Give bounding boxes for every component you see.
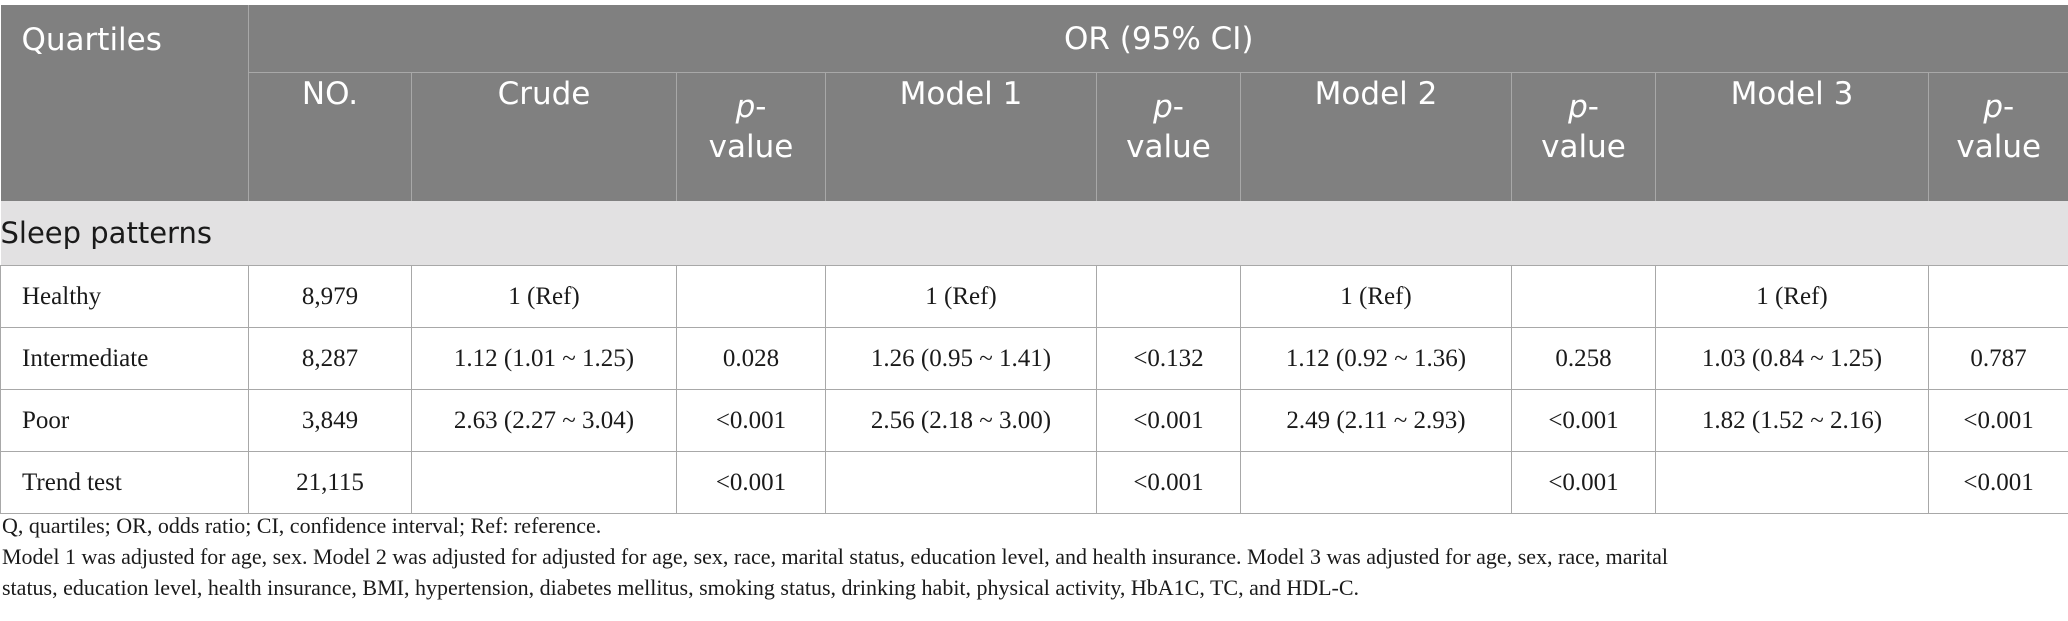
table-footnotes: Q, quartiles; OR, odds ratio; CI, confid…: [2, 510, 2062, 603]
cell-no: 21,115: [248, 451, 412, 514]
footnote-models-line-1: Model 1 was adjusted for age, sex. Model…: [2, 544, 1668, 569]
table-row: Trend test 21,115 <0.001 <0.001 <0.001 <…: [0, 451, 2068, 514]
results-table: Quartiles OR (95% CI) NO. Crude p-value …: [0, 5, 2068, 514]
cell-crude: 1.12 (1.01 ~ 1.25): [411, 327, 677, 390]
header-p-value-crude: p-value: [676, 72, 826, 201]
table-row: Poor 3,849 2.63 (2.27 ~ 3.04) <0.001 2.5…: [0, 389, 2068, 452]
cell-model-1: 1 (Ref): [825, 265, 1097, 328]
cell-p-model-3: <0.001: [1928, 451, 2068, 514]
footnote-abbreviations: Q, quartiles; OR, odds ratio; CI, confid…: [2, 513, 602, 538]
cell-p-crude: 0.028: [676, 327, 826, 390]
cell-p-model-1: [1096, 265, 1241, 328]
header-p-value-model-3: p-value: [1928, 72, 2068, 201]
header-row-group: Quartiles OR (95% CI): [0, 5, 2068, 201]
cell-crude: [411, 451, 677, 514]
cell-p-model-2: <0.001: [1511, 451, 1656, 514]
header-p-value-model-2: p-value: [1511, 72, 1656, 201]
header-or-ci: OR (95% CI): [248, 5, 2068, 73]
cell-p-model-2: [1511, 265, 1656, 328]
row-label: Trend test: [0, 451, 249, 514]
cell-no: 8,287: [248, 327, 412, 390]
cell-model-2: 1 (Ref): [1240, 265, 1512, 328]
cell-model-2: [1240, 451, 1512, 514]
cell-crude: 1 (Ref): [411, 265, 677, 328]
header-no: NO.: [248, 72, 412, 201]
cell-model-1: 1.26 (0.95 ~ 1.41): [825, 327, 1097, 390]
cell-crude: 2.63 (2.27 ~ 3.04): [411, 389, 677, 452]
row-label: Poor: [0, 389, 249, 452]
header-p-value-model-1: p-value: [1096, 72, 1241, 201]
cell-p-model-2: <0.001: [1511, 389, 1656, 452]
cell-p-crude: <0.001: [676, 451, 826, 514]
cell-p-crude: [676, 265, 826, 328]
cell-model-3: 1 (Ref): [1655, 265, 1929, 328]
cell-p-model-1: <0.132: [1096, 327, 1241, 390]
cell-no: 3,849: [248, 389, 412, 452]
footnote-models-line-2: status, education level, health insuranc…: [2, 575, 1360, 600]
table-row: Intermediate 8,287 1.12 (1.01 ~ 1.25) 0.…: [0, 327, 2068, 390]
cell-p-model-3: <0.001: [1928, 389, 2068, 452]
cell-p-model-2: 0.258: [1511, 327, 1656, 390]
header-model-1: Model 1: [825, 72, 1097, 201]
header-crude: Crude: [411, 72, 677, 201]
section-title: Sleep patterns: [0, 201, 2068, 266]
cell-p-model-1: <0.001: [1096, 451, 1241, 514]
header-model-3: Model 3: [1655, 72, 1929, 201]
cell-p-model-3: 0.787: [1928, 327, 2068, 390]
header-row-columns: NO. Crude p-value Model 1 p-value Model …: [1, 72, 2068, 201]
cell-model-3: 1.82 (1.52 ~ 2.16): [1655, 389, 1929, 452]
cell-p-model-3: [1928, 265, 2068, 328]
row-label: Intermediate: [0, 327, 249, 390]
cell-p-crude: <0.001: [676, 389, 826, 452]
row-label: Healthy: [0, 265, 249, 328]
table-row: Healthy 8,979 1 (Ref) 1 (Ref) 1 (Ref) 1 …: [0, 265, 2068, 328]
cell-p-model-1: <0.001: [1096, 389, 1241, 452]
cell-model-3: [1655, 451, 1929, 514]
header-model-2: Model 2: [1240, 72, 1512, 201]
cell-model-1: 2.56 (2.18 ~ 3.00): [825, 389, 1097, 452]
cell-model-3: 1.03 (0.84 ~ 1.25): [1655, 327, 1929, 390]
header-quartiles: Quartiles: [0, 5, 249, 201]
cell-no: 8,979: [248, 265, 412, 328]
cell-model-2: 1.12 (0.92 ~ 1.36): [1240, 327, 1512, 390]
cell-model-2: 2.49 (2.11 ~ 2.93): [1240, 389, 1512, 452]
cell-model-1: [825, 451, 1097, 514]
section-row: Sleep patterns: [0, 201, 2068, 266]
